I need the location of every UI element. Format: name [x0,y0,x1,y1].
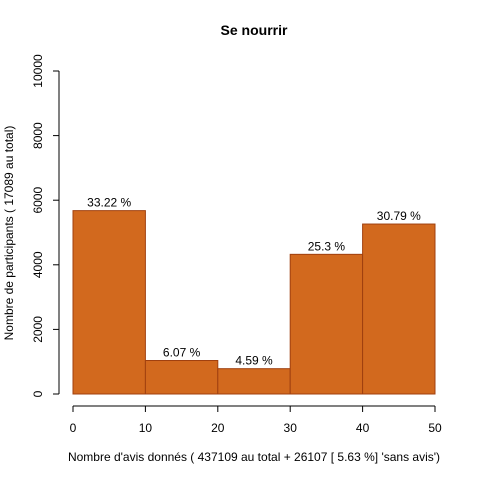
plot-area: 33.22 % 6.07 % 4.59 % 25.3 % 30.79 % 0 10 20 30 4… [31,54,442,435]
bar-percent-label: 6.07 % [163,346,201,360]
y-tick-label: 2000 [31,316,45,343]
bar-percent-label: 4.59 % [235,354,273,368]
x-tick-label: 20 [211,421,225,435]
bar-percent-label: 25.3 % [308,239,346,253]
bar-percent-label: 30.79 % [377,209,421,223]
histogram-bar [217,368,291,395]
chart-title: Se nourrir [221,22,288,38]
x-tick-label: 10 [139,421,153,435]
y-tick-label: 6000 [31,187,45,214]
y-tick-label: 0 [31,390,45,397]
histogram-bar [362,223,436,395]
x-tick-label: 30 [284,421,298,435]
y-axis-label: Nombre de participants ( 17089 au total) [2,126,16,341]
y-tick-label: 8000 [31,122,45,149]
histogram-bar [72,210,146,395]
histogram-bar [144,360,219,395]
x-axis-label: Nombre d'avis donnés ( 437109 au total +… [68,450,440,464]
y-tick-label: 10000 [31,54,45,88]
x-tick-label: 0 [70,421,77,435]
x-tick-label: 50 [428,421,442,435]
histogram-bar [289,253,364,395]
bar-percent-label: 33.22 % [87,196,131,210]
x-tick-label: 40 [356,421,370,435]
y-tick-label: 4000 [31,251,45,278]
